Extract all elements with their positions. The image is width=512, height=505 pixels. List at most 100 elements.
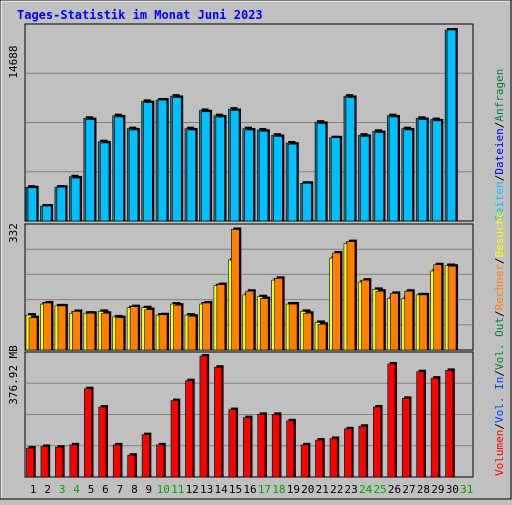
sites-bar-day-4 xyxy=(72,311,81,351)
volume-bar-day-8 xyxy=(127,454,136,478)
legend-rechner: Rechner xyxy=(493,264,506,311)
sites-bar-day-14 xyxy=(216,284,226,351)
volume-bar-day-4 xyxy=(69,444,78,478)
x-tick-label-day-23: 23 xyxy=(345,483,358,496)
volume-bar-day-26 xyxy=(387,363,396,478)
x-tick-label-day-19: 19 xyxy=(287,483,300,496)
x-tick-label-day-8: 8 xyxy=(131,483,138,496)
legend-sep-4: / xyxy=(493,370,506,377)
chart-title: Tages-Statistik im Monat Juni 2023 xyxy=(17,8,263,22)
files-bar-day-29 xyxy=(432,120,442,222)
legend-dateien: Dateien xyxy=(493,128,506,174)
x-tick-label-day-29: 29 xyxy=(431,483,444,496)
sites-bar-day-25 xyxy=(375,290,385,351)
sites-bar-day-3 xyxy=(57,305,67,351)
volume-bar-day-14 xyxy=(214,366,222,478)
volume-bar-day-28 xyxy=(416,371,425,478)
x-tick-label-day-11: 11 xyxy=(171,483,184,496)
files-bar-day-4 xyxy=(71,177,81,222)
visits-axis-max-label: 332 xyxy=(7,223,20,243)
x-tick-label-day-5: 5 xyxy=(88,483,95,496)
hits-axis-max-label: 14688 xyxy=(7,45,20,78)
legend-sep-6: / xyxy=(493,257,506,264)
sites-bar-day-28 xyxy=(418,294,428,351)
legend-hits-files-pages: Seiten/Dateien/Anfragen xyxy=(493,69,506,221)
x-tick-label-day-12: 12 xyxy=(186,483,199,496)
volume-bar-day-30 xyxy=(445,370,454,478)
files-bar-day-9 xyxy=(143,102,153,222)
legend-anfragen: Anfragen xyxy=(493,69,506,122)
x-tick-label-day-30: 30 xyxy=(446,483,459,496)
legend-sep-1: / xyxy=(493,175,506,182)
volume-bar-day-2 xyxy=(40,446,49,478)
volume-bar-day-13 xyxy=(199,355,208,478)
files-bar-day-12 xyxy=(186,129,196,222)
x-tick-label-day-28: 28 xyxy=(417,483,430,496)
sites-bar-day-8 xyxy=(129,306,139,351)
x-tick-label-day-21: 21 xyxy=(316,483,329,496)
files-bar-day-3 xyxy=(56,186,66,222)
x-tick-label-day-2: 2 xyxy=(44,483,51,496)
volume-bar-day-10 xyxy=(156,444,165,478)
sites-bar-day-11 xyxy=(173,304,182,351)
x-tick-label-day-17: 17 xyxy=(258,483,271,496)
files-bar-day-24 xyxy=(360,136,370,222)
sites-bar-day-22 xyxy=(332,252,341,351)
files-bar-day-19 xyxy=(287,143,298,222)
sites-bar-day-2 xyxy=(43,302,52,351)
sites-bar-day-16 xyxy=(245,290,255,351)
legend-volumen: Volumen xyxy=(493,430,506,476)
x-tick-label-day-15: 15 xyxy=(229,483,242,496)
sites-bar-day-29 xyxy=(433,264,442,351)
sites-bar-day-27 xyxy=(404,290,413,351)
sites-bar-day-1 xyxy=(28,317,38,351)
volume-bar-day-24 xyxy=(358,425,367,478)
files-bar-day-23 xyxy=(345,97,355,222)
x-tick-label-day-1: 1 xyxy=(30,483,37,496)
files-bar-day-22 xyxy=(331,137,341,222)
volume-bar-day-25 xyxy=(373,406,381,478)
x-axis-labels: 1 2 3 4 5 6 7 8 9 10 11 12 13 14 15 16 17 18 19 20 21 22 23 24 2… xyxy=(30,483,473,496)
sites-bar-day-19 xyxy=(288,303,298,351)
volume-bar-day-19 xyxy=(286,420,295,478)
x-tick-label-day-9: 9 xyxy=(146,483,153,496)
files-bar-day-2 xyxy=(42,205,52,222)
x-tick-label-day-4: 4 xyxy=(73,483,80,496)
sites-bar-day-7 xyxy=(115,317,124,351)
volume-bar-day-18 xyxy=(271,414,280,478)
sites-bar-day-18 xyxy=(274,278,283,351)
legend-visits-sites-volume: Volumen/Vol. In/Vol. Out/Rechner/Besuche xyxy=(493,211,506,476)
hits-panel xyxy=(24,23,474,222)
files-bar-day-18 xyxy=(273,136,283,222)
files-bar-day-11 xyxy=(172,97,182,222)
x-tick-label-day-27: 27 xyxy=(402,483,415,496)
files-bar-day-7 xyxy=(114,116,124,222)
legend-sep-5: / xyxy=(493,310,506,317)
volume-bar-day-1 xyxy=(26,447,35,478)
volume-bar-day-22 xyxy=(329,438,338,478)
files-bar-day-5 xyxy=(85,119,95,222)
x-tick-label-day-13: 13 xyxy=(200,483,213,496)
sites-bar-day-6 xyxy=(100,312,110,351)
files-bar-day-25 xyxy=(374,132,384,222)
sites-bar-day-5 xyxy=(86,312,96,351)
x-tick-label-day-14: 14 xyxy=(214,483,228,496)
legend-seiten: Seiten xyxy=(493,181,506,221)
sites-bar-day-10 xyxy=(158,314,168,351)
sites-bar-day-21 xyxy=(317,323,327,351)
sites-bar-day-12 xyxy=(187,315,197,351)
sites-bar-day-23 xyxy=(346,241,356,351)
files-bar-day-20 xyxy=(302,182,312,222)
files-bar-day-16 xyxy=(244,129,254,222)
x-tick-label-day-3: 3 xyxy=(59,483,66,496)
x-tick-label-day-7: 7 xyxy=(117,483,124,496)
files-bar-day-13 xyxy=(201,111,211,222)
files-bar-day-6 xyxy=(99,142,110,222)
sites-bar-day-15 xyxy=(231,229,240,351)
volume-bar-day-29 xyxy=(430,377,439,478)
sites-bar-day-9 xyxy=(144,309,153,351)
files-bar-day-14 xyxy=(215,116,225,222)
files-bar-day-21 xyxy=(316,123,327,222)
